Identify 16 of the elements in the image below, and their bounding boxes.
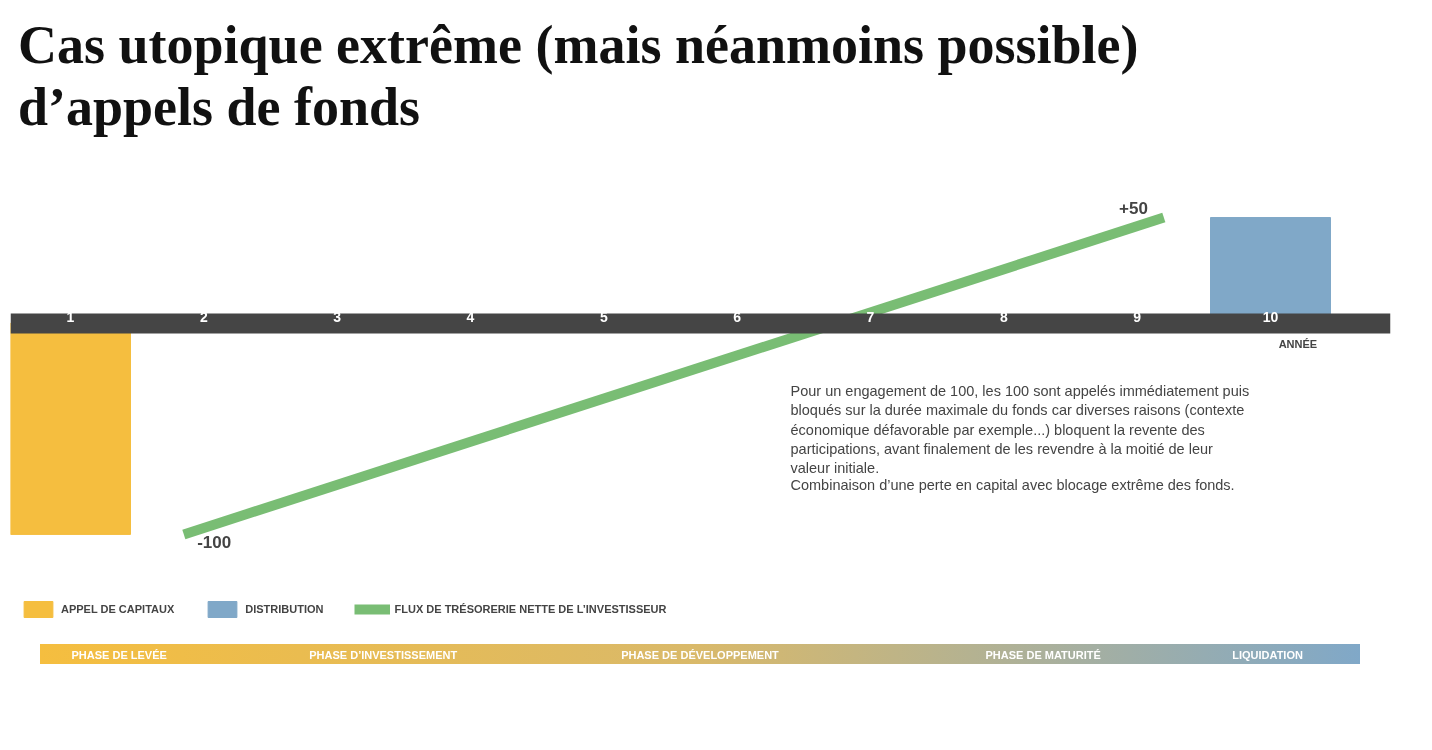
text: PHASE DE MATURITÉ <box>985 648 1101 663</box>
legend-label: FLUX DE TRÉSORERIE NETTE DE L’INVESTISSEUR <box>394 603 667 615</box>
annotation: Pour un engagement de 100, les 100 sont appelés immédiatement puis bloqués sur la durée maximale du fonds car diverses raisons (contexte économique défavorable par exemple...) bloquent la revente des participations, avant finalement de les revendre à la moitié de leur valeur initiale. <box>790 383 1250 476</box>
data-label: +50 <box>1119 198 1148 218</box>
legend-label: APPEL DE CAPITAUX <box>61 603 175 615</box>
text: PHASE D’INVESTISSEMENT <box>309 648 458 663</box>
text: PHASE DE DÉVELOPPEMENT <box>621 648 779 663</box>
x-axis-title: ANNÉE <box>1278 337 1318 350</box>
x-tick-label: 10 <box>1262 309 1279 326</box>
chart-title: Cas utopique extrême (mais néanmoins possible) d’appels de fonds <box>18 14 1140 138</box>
data-label: -100 <box>197 533 232 553</box>
x-tick-label: 7 <box>866 309 875 326</box>
annotation: Combinaison d’une perte en capital avec blocage extrême des fonds. <box>790 477 1235 494</box>
text: LIQUIDATION <box>1232 648 1303 663</box>
legend-label: DISTRIBUTION <box>245 603 324 615</box>
text: PHASE DE LEVÉE <box>71 648 167 663</box>
